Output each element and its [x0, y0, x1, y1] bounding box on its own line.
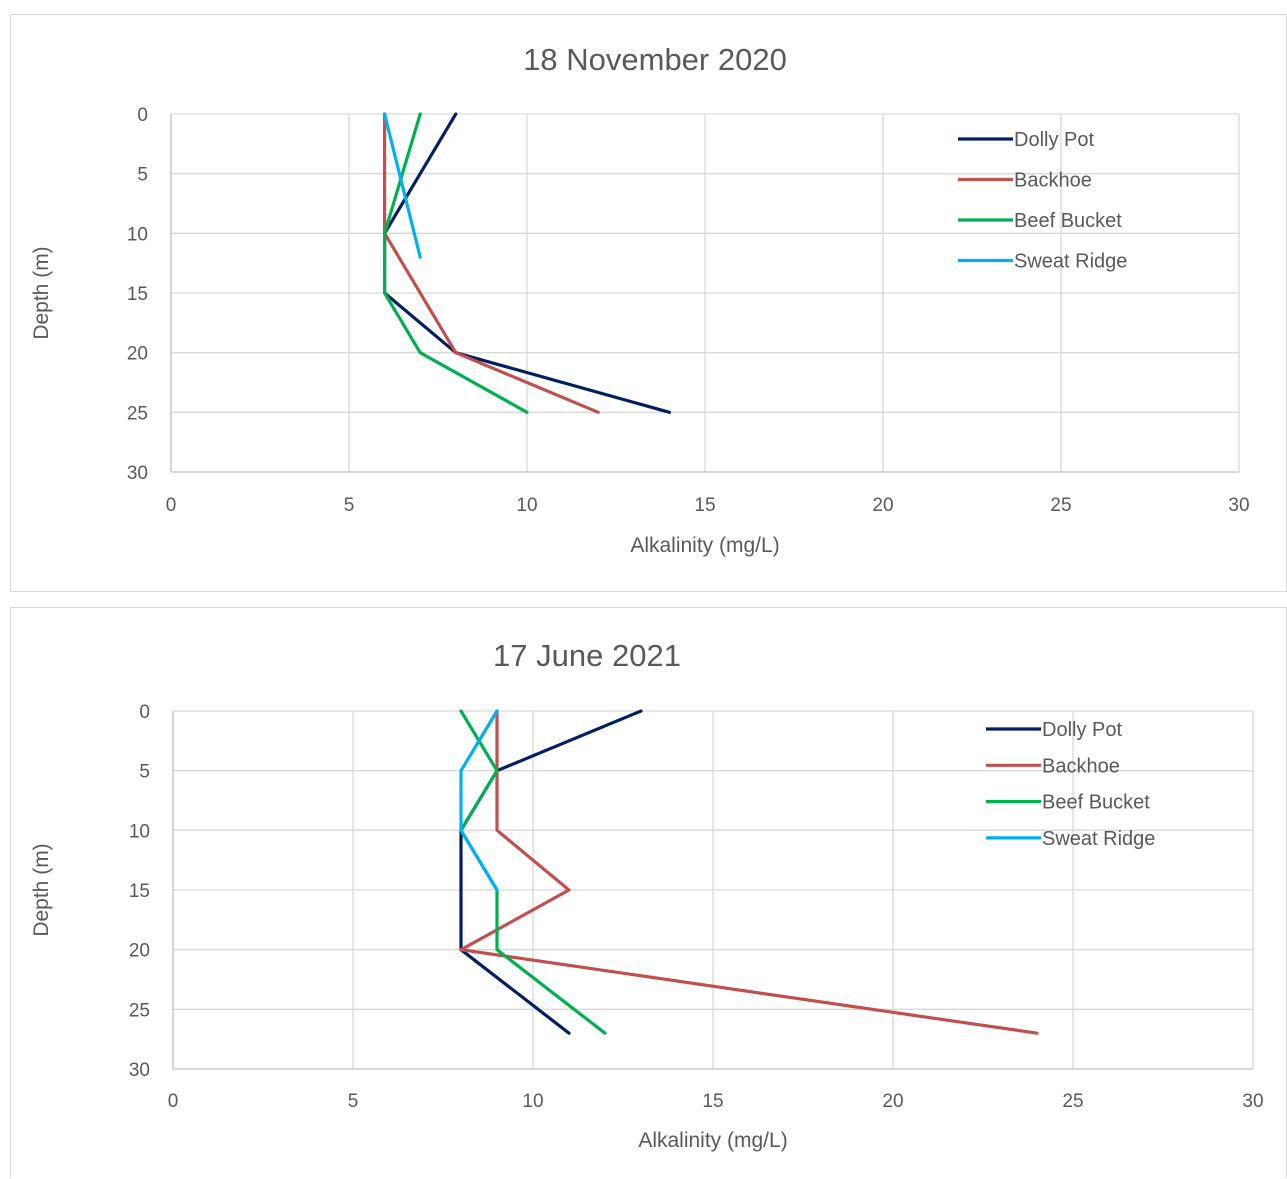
chart-1-series-beef-bucket	[383, 112, 529, 414]
chart-2-x-tick-label: 5	[348, 1091, 359, 1112]
chart-1-y-tick-label: 15	[127, 284, 148, 305]
chart-1-x-tick-label: 25	[1050, 495, 1071, 516]
chart-1-y-tick-label: 20	[127, 344, 148, 365]
chart-2-y-tick-label: 30	[129, 1060, 150, 1081]
chart-2-x-tick-label: 10	[522, 1091, 543, 1112]
chart-2-legend-label: Backhoe	[1042, 755, 1120, 777]
chart-2-legend-label: Beef Bucket	[1042, 792, 1150, 814]
chart-panel-2: 17 June 2021 0 5 10 15 20 25 30 0 5 10 15 20 25 30 Alka…	[10, 607, 1287, 1178]
chart-1-x-tick-label: 10	[516, 495, 537, 516]
chart-2-y-tick-label: 5	[139, 762, 150, 783]
chart-1-x-tick-label: 20	[872, 495, 893, 516]
chart-panel-1: 18 November 2020 0 5 10 15 20 25 30 0 5 10 15 20 25 30…	[10, 14, 1287, 592]
chart-2-y-tick-label: 20	[129, 941, 150, 962]
chart-2-series-backhoe	[459, 709, 1039, 1035]
chart-1-series-backhoe	[383, 112, 600, 414]
chart-1-x-tick-label: 5	[344, 495, 355, 516]
chart-1-legend-label: Sweat Ridge	[1014, 251, 1127, 273]
chart-2-y-tick-label: 0	[139, 702, 150, 723]
chart-1-series-sweat-ridge	[383, 112, 422, 259]
chart-1-legend-label: Beef Bucket	[1014, 210, 1122, 232]
chart-1-title: 18 November 2020	[523, 42, 787, 77]
chart-2-y-tick-label: 15	[129, 881, 150, 902]
chart-2-series-sweat-ridge	[459, 709, 499, 892]
chart-2-x-tick-label: 25	[1062, 1091, 1083, 1112]
chart-2-svg: 17 June 2021 0 5 10 15 20 25 30 0 5 10 15 20 25 30 Alka…	[30, 638, 1264, 1152]
chart-2-legend-label: Dolly Pot	[1042, 719, 1122, 741]
chart-2-x-tick-label: 0	[168, 1091, 179, 1112]
chart-2-y-tick-label: 10	[129, 821, 150, 842]
chart-1-legend-label: Backhoe	[1014, 170, 1092, 192]
chart-1-y-axis-label: Depth (m)	[30, 246, 53, 339]
chart-1-y-tick-label: 5	[137, 165, 148, 186]
chart-1-y-tick-label: 0	[137, 105, 148, 126]
chart-1-y-tick-label: 30	[127, 463, 148, 484]
chart-2-y-axis-label: Depth (m)	[30, 843, 53, 936]
chart-2-y-tick-label: 25	[129, 1000, 150, 1021]
chart-2-series-dolly-pot	[459, 709, 643, 1035]
chart-2-legend-label: Sweat Ridge	[1042, 828, 1155, 850]
chart-1-legend-label: Dolly Pot	[1014, 129, 1094, 151]
chart-2-title: 17 June 2021	[493, 638, 681, 673]
chart-1-x-tick-label: 15	[694, 495, 715, 516]
chart-1-x-tick-label: 0	[166, 495, 177, 516]
chart-2-x-axis-label: Alkalinity (mg/L)	[638, 1129, 787, 1152]
chart-1-svg: 18 November 2020 0 5 10 15 20 25 30 0 5 10 15 20 25 30…	[30, 42, 1250, 557]
chart-1-y-tick-label: 10	[127, 224, 148, 245]
chart-2-x-tick-label: 15	[702, 1091, 723, 1112]
chart-1-x-tick-label: 30	[1228, 495, 1249, 516]
chart-1-y-tick-label: 25	[127, 403, 148, 424]
chart-2-x-tick-label: 20	[882, 1091, 903, 1112]
chart-1-x-axis-label: Alkalinity (mg/L)	[630, 534, 779, 557]
chart-2-x-tick-label: 30	[1242, 1091, 1263, 1112]
